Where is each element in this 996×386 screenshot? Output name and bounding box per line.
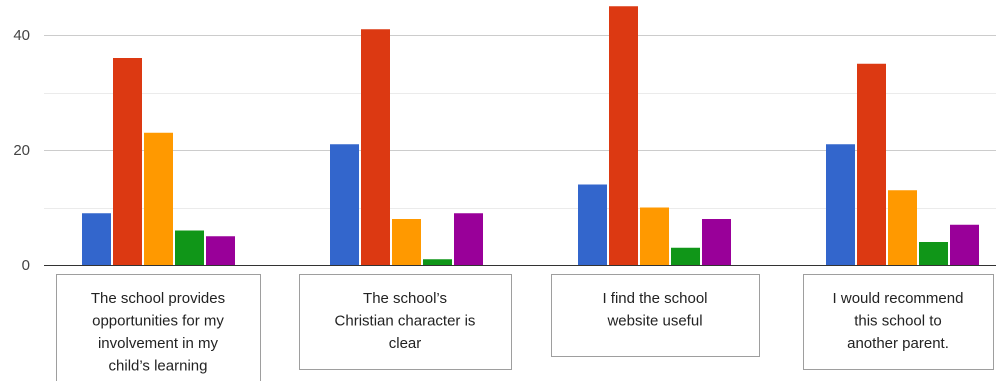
category-label-line: this school to — [854, 313, 942, 330]
bar — [361, 29, 390, 265]
y-tick-label: 20 — [13, 142, 30, 159]
bar — [113, 58, 142, 265]
category-label-box — [299, 274, 512, 370]
bar-layer — [82, 6, 979, 265]
category-label-line: I would recommend — [833, 290, 964, 307]
bar — [702, 219, 731, 265]
category-label-line: clear — [389, 335, 422, 352]
bar — [175, 230, 204, 265]
category-label-layer: The school provides opportunities for my i… — [56, 274, 994, 382]
bar — [888, 190, 917, 265]
y-tick-label: 0 — [22, 257, 30, 274]
bar — [82, 213, 111, 265]
category-label-line: another parent. — [847, 335, 949, 352]
bar — [144, 132, 173, 265]
bar — [640, 207, 669, 265]
category-label-line: The school provides — [91, 290, 225, 307]
bar — [671, 247, 700, 265]
bar — [857, 63, 886, 265]
category-label-box — [551, 274, 760, 357]
category-label-line: child’s learning — [109, 358, 208, 375]
bar — [609, 6, 638, 265]
category-label-line: opportunities for my — [92, 313, 224, 330]
bar — [423, 259, 452, 265]
category-label-line: website useful — [606, 313, 702, 330]
bar — [826, 144, 855, 265]
bar — [950, 224, 979, 265]
category-label-line: involvement in my — [98, 335, 219, 352]
category-label-line: The school’s — [363, 290, 447, 307]
category-label-line: Christian character is — [335, 313, 476, 330]
axis-layer: 0 20 40 — [13, 27, 996, 274]
category-label-line: I find the school — [602, 290, 707, 307]
category-label-box — [56, 274, 261, 382]
bar — [578, 184, 607, 265]
bar — [392, 219, 421, 265]
y-tick-label: 40 — [13, 27, 30, 44]
bar — [330, 144, 359, 265]
bar — [919, 242, 948, 265]
bar — [454, 213, 483, 265]
category-label-box — [803, 274, 994, 370]
bar — [206, 236, 235, 265]
